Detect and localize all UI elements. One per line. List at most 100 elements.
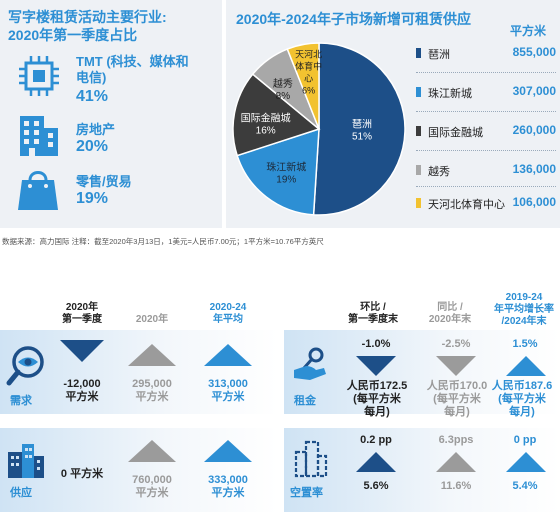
value-line3: 每月) — [509, 406, 535, 418]
pie-slice-name-label: 体育中 — [295, 61, 322, 72]
value-line1: 295,000 — [132, 378, 172, 390]
sector-title-line2: 2020年第一季度占比 — [8, 27, 138, 43]
sector-label-line1: 零售/贸易 — [76, 174, 132, 189]
value-line2: 平方米 — [211, 391, 245, 403]
sector-panel-title: 写字楼租赁活动主要行业: 2020年第一季度占比 — [8, 8, 167, 44]
rv-header-line1: 环比 / — [360, 302, 386, 313]
vacancy-label: 空置率 — [290, 487, 323, 499]
source-note: 数据来源：高力国际 注释：截至2020年3月13日，1美元=人民币7.00元；1… — [2, 237, 324, 246]
value-line1: 人民币170.0 — [426, 380, 488, 392]
rent-growth-up-arrow — [506, 356, 546, 376]
rv-header-yoy: 同比 / 2020年末 — [416, 302, 484, 326]
vacancy-growth-up-arrow — [506, 452, 546, 472]
pie-slice-name-label: 越秀 — [273, 77, 293, 90]
vacancy-qoq-up-arrow — [356, 452, 396, 472]
rent-growth-value: 人民币187.6 (每平方米 每月) — [484, 380, 560, 419]
pie-slice-name-label: 心 — [304, 74, 313, 84]
pie-slice-name-label: 珠江新城 — [266, 160, 306, 173]
sector-label-line1: TMT (科技、媒体和 — [76, 54, 189, 69]
pie-slice-name-label: 国际金融城 — [241, 111, 291, 124]
magnifier-eye-icon — [6, 346, 44, 386]
pie-slice-percent-label: 51% — [352, 131, 372, 142]
rent-yoy-value: 人民币170.0 (每平方米 每月) — [412, 380, 502, 419]
vacancy-qoq-value: 5.6% — [363, 480, 389, 492]
value-line2: 平方米 — [211, 487, 245, 499]
rv-header-line2: 第一季度末 — [348, 314, 398, 325]
rv-header-line2: 年平均增长率 — [494, 304, 554, 315]
value-line2: (每平方米 — [433, 393, 481, 405]
rv-header-line1: 2019-24 — [505, 292, 543, 303]
ds-header-avg: 2020-24 年平均 — [196, 302, 260, 326]
legend-label: 越秀 — [428, 166, 450, 178]
value-line2: (每平方米 — [353, 393, 401, 405]
vacancy-growth-value: 5.4% — [512, 480, 538, 492]
ds-header-q1: 2020年 第一季度 — [50, 302, 114, 326]
legend-divider — [416, 149, 556, 151]
sector-row-retail: 零售/贸易 19% — [8, 166, 218, 216]
rv-header-qoq: 环比 / 第一季度末 — [336, 302, 410, 326]
ds-header-line1: 2020年 — [65, 302, 99, 313]
legend-value: 106,000 — [512, 195, 556, 209]
legend-value: 136,000 — [512, 162, 556, 176]
supply-panel-title: 2020年-2024年子市场新增可租赁供应 — [236, 11, 471, 27]
rent-yoy-change: -2.5% — [441, 338, 471, 350]
legend-row: 国际金融城 260,000 — [416, 122, 560, 142]
sector-title-line1: 写字楼租赁活动主要行业: — [8, 9, 167, 25]
rent-label: 租金 — [294, 395, 316, 407]
pie-slice-percent-label: 8% — [276, 91, 291, 102]
legend-label: 琶洲 — [428, 49, 450, 61]
legend-divider — [416, 110, 556, 112]
vacancy-yoy-up-arrow — [436, 452, 476, 472]
buildings-icon — [8, 444, 44, 478]
legend-swatch — [416, 165, 421, 175]
building-icon — [20, 116, 58, 156]
legend-swatch — [416, 87, 421, 97]
pie-slice-1 — [312, 42, 406, 216]
legend-label: 国际金融城 — [428, 127, 483, 139]
demand-q1-down-arrow — [60, 340, 104, 362]
pie-slice-2 — [236, 127, 320, 216]
sector-panel: 写字楼租赁活动主要行业: 2020年第一季度占比 TMT (科技、媒体和 电信)… — [0, 0, 222, 228]
sector-row-real-estate: 房地产 20% — [8, 112, 218, 162]
ds-header-line2: 第一季度 — [62, 314, 102, 325]
pie-slice-name-label: 琶洲 — [352, 118, 372, 130]
legend-swatch — [416, 198, 421, 208]
vacancy-row: 空置率 0.2 pp 5.6% 6.3pps 11.6% 0 pp 5.4% — [284, 428, 560, 512]
supply-q1-value: 0 平方米 — [60, 468, 104, 480]
legend-label: 珠江新城 — [428, 88, 472, 100]
supply-row: 供应 0 平方米 760,000 平方米 333,000 平方米 — [0, 428, 278, 512]
pie-slice-name-label: 天河北 — [295, 49, 322, 60]
legend-row: 珠江新城 307,000 — [416, 83, 560, 103]
legend-swatch — [416, 126, 421, 136]
rent-row: 租金 -1.0% 人民币172.5 (每平方米 每月) -2.5% 人民币170… — [284, 330, 560, 418]
legend-value: 307,000 — [512, 84, 556, 98]
demand-label: 需求 — [10, 395, 32, 407]
vacancy-icon — [294, 440, 328, 478]
sector-row-tmt: TMT (科技、媒体和 电信) 41% — [8, 54, 218, 105]
shopping-bag-icon — [18, 171, 58, 210]
supply-unit-label: 平方米 — [510, 24, 547, 38]
legend-row: 天河北体育中心 106,000 — [416, 194, 560, 214]
value-line1: 人民币172.5 — [346, 380, 408, 392]
rv-header-growth: 2019-24 年平均增长率 /2024年末 — [488, 292, 560, 328]
sector-percent: 20% — [76, 138, 109, 155]
pie-slice-percent-label: 16% — [256, 125, 276, 136]
sector-percent: 41% — [76, 88, 109, 105]
pie-slice-percent-label: 19% — [276, 174, 296, 185]
rent-qoq-down-arrow — [356, 356, 396, 376]
sector-label-line2: 电信) — [76, 70, 107, 85]
vacancy-qoq-change: 0.2 pp — [360, 434, 392, 446]
legend-value: 260,000 — [512, 123, 556, 137]
supply-avg-value: 333,000 平方米 — [194, 474, 262, 500]
rent-qoq-change: -1.0% — [361, 338, 391, 350]
pie-slice-3 — [232, 73, 321, 157]
value-line1: -12,000 — [63, 378, 101, 390]
legend-divider — [416, 71, 556, 73]
legend-divider — [416, 185, 556, 187]
legend-label: 天河北体育中心 — [428, 199, 505, 211]
ds-header-2020: 2020年 — [135, 314, 169, 325]
value-line1: 313,000 — [208, 378, 248, 390]
sector-label: 房地产 — [76, 122, 216, 138]
value-line2: 平方米 — [135, 487, 169, 499]
